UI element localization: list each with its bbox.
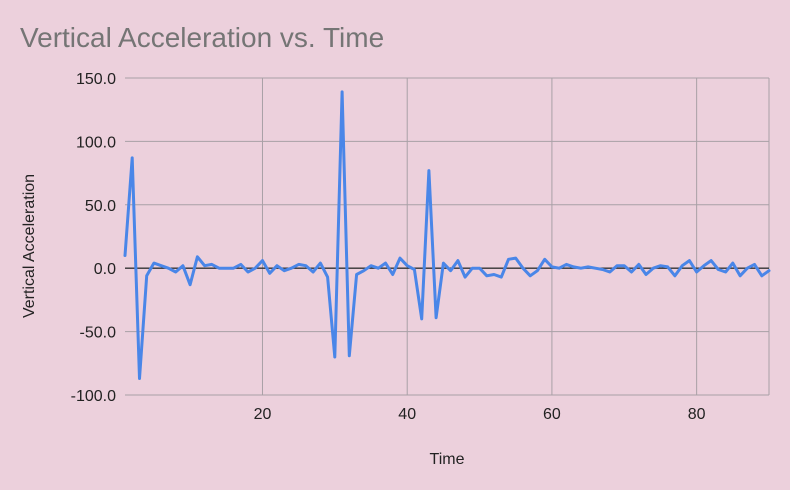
chart-title: Vertical Acceleration vs. Time <box>20 22 384 53</box>
x-tick-label: 20 <box>254 406 272 423</box>
x-tick-label: 60 <box>543 406 561 423</box>
y-tick-label: 50.0 <box>85 198 116 215</box>
y-tick-label: 100.0 <box>76 134 116 151</box>
x-tick-label: 80 <box>688 406 706 423</box>
series-line <box>123 90 771 380</box>
y-axis-ticks: 150.0 100.0 50.0 0.0 -50.0 -100.0 <box>71 71 116 405</box>
x-axis-title: Time <box>430 451 465 468</box>
y-tick-label: -100.0 <box>71 388 116 405</box>
y-tick-label: 0.0 <box>94 261 116 278</box>
y-axis-title: Vertical Acceleration <box>21 174 38 318</box>
y-tick-label: 150.0 <box>76 71 116 88</box>
y-tick-label: -50.0 <box>80 325 117 342</box>
gridlines <box>125 77 770 396</box>
x-tick-label: 40 <box>398 406 416 423</box>
series-layer <box>123 90 771 380</box>
x-axis-ticks: 20 40 60 80 <box>254 406 706 423</box>
